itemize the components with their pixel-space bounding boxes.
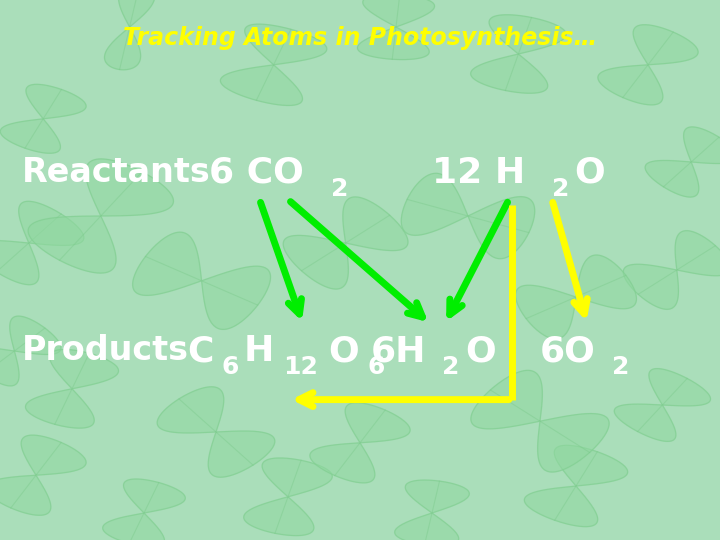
Polygon shape	[401, 173, 535, 259]
Polygon shape	[25, 349, 119, 428]
Text: O: O	[465, 334, 495, 368]
Text: H: H	[243, 334, 274, 368]
Polygon shape	[243, 458, 333, 536]
Polygon shape	[471, 370, 609, 472]
Polygon shape	[0, 435, 86, 515]
Text: 2: 2	[331, 177, 348, 201]
Text: C: C	[187, 334, 214, 368]
Text: 6: 6	[221, 355, 238, 379]
Text: 2: 2	[552, 177, 570, 201]
Text: 6H: 6H	[371, 334, 426, 368]
Polygon shape	[395, 480, 469, 540]
Polygon shape	[132, 232, 271, 329]
Polygon shape	[524, 446, 628, 526]
Polygon shape	[0, 316, 61, 386]
Text: 6 CO: 6 CO	[209, 156, 304, 190]
Text: O: O	[328, 334, 359, 368]
Polygon shape	[103, 479, 185, 540]
Text: 2: 2	[612, 355, 629, 379]
Polygon shape	[157, 387, 275, 477]
Text: Products: Products	[22, 334, 189, 368]
Polygon shape	[104, 0, 155, 70]
Polygon shape	[0, 84, 86, 153]
Text: 6: 6	[367, 355, 385, 379]
Text: O: O	[575, 156, 606, 190]
Polygon shape	[614, 369, 711, 441]
Polygon shape	[357, 0, 435, 59]
Polygon shape	[28, 159, 174, 273]
Polygon shape	[0, 201, 84, 285]
Text: 12 H: 12 H	[432, 156, 526, 190]
Text: 2: 2	[442, 355, 460, 379]
Polygon shape	[645, 127, 720, 197]
Polygon shape	[283, 197, 408, 289]
Polygon shape	[310, 403, 410, 483]
Polygon shape	[598, 25, 698, 105]
Text: Tracking Atoms in Photosynthesis…: Tracking Atoms in Photosynthesis…	[123, 26, 597, 50]
Polygon shape	[471, 15, 566, 93]
Polygon shape	[516, 255, 636, 339]
Text: 6O: 6O	[540, 334, 596, 368]
Text: 12: 12	[283, 355, 318, 379]
Text: Reactants: Reactants	[22, 156, 210, 190]
Polygon shape	[220, 24, 327, 105]
Polygon shape	[624, 231, 720, 309]
